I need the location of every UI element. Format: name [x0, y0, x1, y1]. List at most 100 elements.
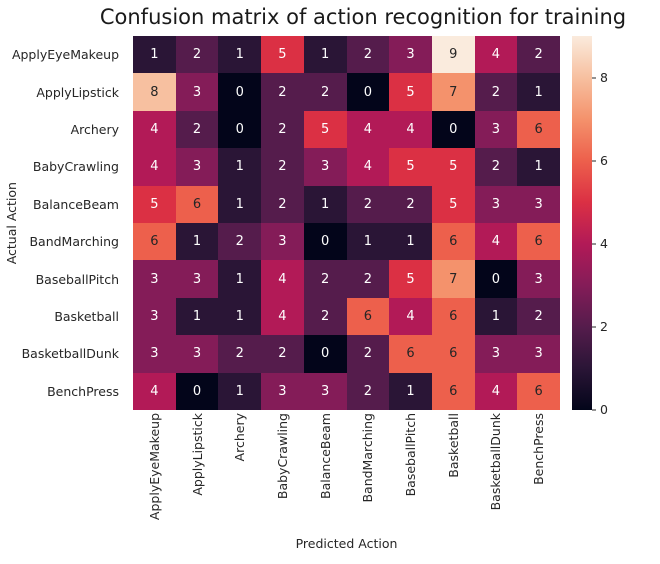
heatmap-cell: 5 [261, 36, 304, 74]
y-tick-label: BalanceBeam [33, 196, 119, 212]
heatmap-cell: 5 [431, 148, 475, 186]
y-tick-label: BaseballPitch [35, 271, 119, 287]
heatmap-cell: 0 [218, 110, 262, 149]
x-tick-label: BenchPress [531, 413, 547, 485]
heatmap-cell: 3 [175, 335, 219, 373]
colorbar-tick-label: 0 [600, 401, 608, 417]
heatmap-cell: 2 [303, 297, 347, 336]
heatmap-cell: 1 [389, 223, 432, 261]
heatmap-cell: 1 [517, 148, 560, 186]
heatmap-cell: 2 [346, 372, 390, 410]
heatmap-cell: 3 [175, 73, 219, 111]
heatmap-cell: 1 [303, 185, 347, 223]
x-tick-label: Basketball [445, 413, 461, 478]
heatmap-cell: 2 [389, 185, 432, 223]
heatmap-cell: 2 [261, 335, 304, 373]
heatmap-cell: 5 [389, 73, 432, 111]
heatmap-cell: 3 [261, 223, 304, 261]
heatmap-cell: 6 [517, 110, 560, 149]
y-tick-label: BandMarching [29, 234, 119, 250]
heatmap-cell: 3 [517, 185, 560, 223]
heatmap-cell: 3 [389, 36, 432, 74]
heatmap-cell: 2 [346, 335, 390, 373]
heatmap-cell: 5 [431, 185, 475, 223]
heatmap-cell: 7 [431, 73, 475, 111]
chart-title: Confusion matrix of action recognition f… [99, 5, 627, 29]
x-tick-label: BabyCrawling [274, 413, 290, 500]
heatmap-cell: 6 [431, 223, 475, 261]
heatmap-cell: 2 [218, 335, 262, 373]
colorbar-tick-mark [592, 160, 596, 162]
heatmap-cell: 4 [474, 36, 518, 74]
heatmap-cell: 4 [261, 297, 304, 336]
colorbar-tick-mark [592, 77, 596, 79]
colorbar-tick-label: 8 [600, 69, 608, 85]
heatmap-cell: 3 [175, 260, 219, 298]
y-tick-label: BenchPress [47, 383, 119, 399]
heatmap-cell: 4 [133, 372, 176, 410]
heatmap-cell: 3 [133, 335, 176, 373]
heatmap-cell: 9 [431, 36, 475, 74]
heatmap-cell: 6 [517, 223, 560, 261]
heatmap-cell: 1 [218, 260, 262, 298]
heatmap-cell: 3 [133, 297, 176, 336]
heatmap-cell: 6 [389, 335, 432, 373]
y-axis-ticks: ApplyEyeMakeup ApplyLipstick Archery BabyCr… [0, 36, 126, 410]
colorbar-tick-label: 6 [600, 152, 608, 168]
colorbar-ticks: 0 2 4 6 8 [592, 36, 626, 415]
heatmap-cell: 1 [218, 297, 262, 336]
x-tick-label: Archery [232, 413, 248, 462]
heatmap-cell: 5 [389, 260, 432, 298]
heatmap-cell: 5 [389, 148, 432, 186]
heatmap-cell: 6 [133, 223, 176, 261]
heatmap-cell: 2 [474, 73, 518, 111]
heatmap-cell: 6 [517, 372, 560, 410]
y-tick-label: BasketballDunk [21, 346, 119, 362]
heatmap-cell: 6 [431, 372, 475, 410]
heatmap-cell: 1 [218, 36, 262, 74]
heatmap-cell: 3 [517, 335, 560, 373]
heatmap-cell: 2 [261, 110, 304, 149]
heatmap-cell: 6 [346, 297, 390, 336]
heatmap-cell: 2 [175, 36, 219, 74]
heatmap-cell: 5 [133, 185, 176, 223]
heatmap-cell: 1 [346, 223, 390, 261]
y-tick-label: BabyCrawling [32, 159, 119, 175]
heatmap-cell: 3 [175, 148, 219, 186]
colorbar-tick-mark [592, 243, 596, 245]
heatmap-cell: 2 [346, 36, 390, 74]
heatmap-cell: 3 [474, 185, 518, 223]
heatmap-cell: 2 [517, 36, 560, 74]
heatmap-cell: 1 [175, 223, 219, 261]
x-axis-ticks: ApplyEyeMakeup ApplyLipstick Archery BabyCr… [133, 413, 560, 533]
heatmap-cell: 3 [517, 260, 560, 298]
x-tick-label: BaseballPitch [402, 413, 418, 497]
heatmap-cell: 1 [218, 185, 262, 223]
heatmap-cell: 1 [175, 297, 219, 336]
heatmap-cell: 2 [303, 260, 347, 298]
heatmap-cell: 2 [261, 73, 304, 111]
heatmap-cell: 4 [389, 110, 432, 149]
colorbar-tick-mark [592, 326, 596, 328]
heatmap-cell: 2 [474, 148, 518, 186]
x-tick-label: BasketballDunk [488, 413, 504, 511]
colorbar-tick-mark [592, 409, 596, 411]
heatmap-cell: 1 [474, 297, 518, 336]
x-tick-label: BalanceBeam [317, 413, 333, 499]
y-tick-label: Archery [70, 122, 119, 138]
heatmap-cell: 3 [474, 110, 518, 149]
x-axis-label: Predicted Action [295, 536, 398, 551]
heatmap-cell: 0 [474, 260, 518, 298]
colorbar [572, 36, 592, 410]
heatmap-cell: 1 [218, 372, 262, 410]
heatmap-cell: 3 [474, 335, 518, 373]
heatmap-cell: 0 [218, 73, 262, 111]
x-tick: ApplyLipstick [176, 413, 219, 496]
x-tick: Basketball [432, 413, 475, 478]
x-tick-label: BandMarching [360, 413, 376, 503]
colorbar-tick-label: 2 [600, 318, 608, 334]
heatmap-cell: 2 [175, 110, 219, 149]
heatmap-cell: 5 [303, 110, 347, 149]
heatmap-cell: 3 [303, 148, 347, 186]
